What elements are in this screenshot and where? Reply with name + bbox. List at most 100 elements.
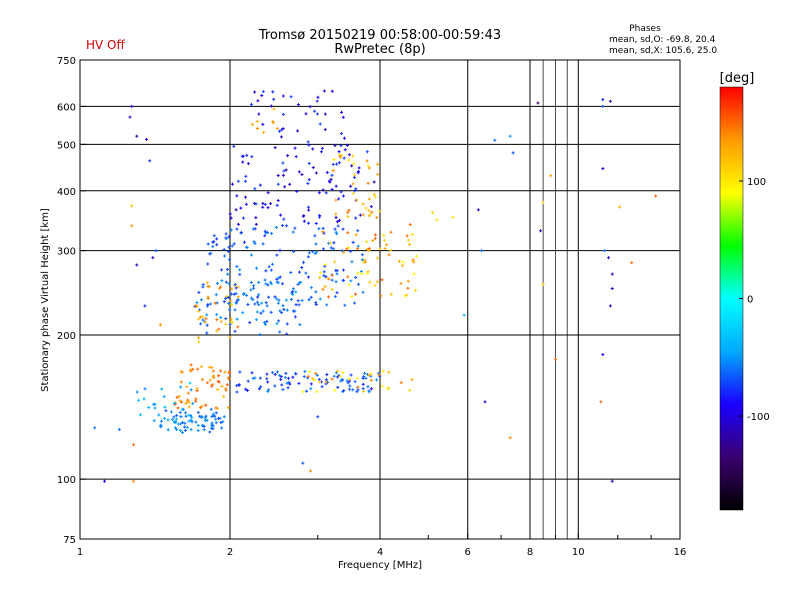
data-point: [260, 301, 264, 305]
data-point: [408, 388, 412, 392]
data-point: [252, 240, 256, 244]
data-point: [325, 303, 329, 307]
data-point: [224, 236, 228, 240]
data-point: [280, 282, 284, 286]
y-axis-label: Stationary phase Virtual Height [km]: [40, 208, 51, 392]
data-point: [278, 374, 282, 378]
data-point: [341, 370, 345, 374]
data-point: [236, 295, 240, 299]
data-point: [206, 242, 210, 246]
data-point: [348, 387, 352, 391]
data-point: [222, 415, 226, 419]
data-point: [410, 378, 414, 382]
data-point: [209, 302, 213, 306]
axis-ticks: 1 2 4 6 8 10 16 75 100 200 300 400 500 600 750: [57, 56, 686, 558]
data-point: [314, 171, 318, 175]
data-point: [378, 374, 382, 378]
data-point: [330, 287, 334, 291]
data-point: [302, 375, 306, 379]
data-point: [302, 214, 306, 218]
data-point: [363, 258, 367, 262]
data-point: [309, 387, 313, 391]
data-point: [253, 376, 257, 380]
data-point: [196, 336, 200, 340]
data-point: [275, 297, 279, 301]
data-point: [367, 246, 371, 250]
data-point: [335, 291, 339, 295]
data-point: [220, 426, 224, 430]
data-point: [230, 287, 234, 291]
data-point: [342, 250, 346, 254]
data-point: [236, 285, 240, 289]
data-point: [301, 260, 305, 264]
data-point: [250, 155, 254, 159]
data-point: [203, 416, 207, 420]
data-point: [297, 303, 301, 307]
data-point: [342, 156, 346, 160]
data-point: [367, 389, 371, 393]
data-point: [157, 413, 161, 417]
data-point: [291, 375, 295, 379]
data-point: [241, 311, 245, 315]
data-point: [541, 201, 545, 205]
data-point: [215, 281, 219, 285]
data-point: [364, 206, 368, 210]
data-point: [199, 298, 203, 302]
data-point: [293, 309, 297, 313]
data-point: [256, 295, 260, 299]
data-point: [289, 297, 293, 301]
data-point: [249, 253, 253, 257]
data-point: [237, 298, 241, 302]
data-point: [347, 208, 351, 212]
data-point: [347, 283, 351, 287]
data-point: [186, 398, 190, 402]
data-point: [281, 304, 285, 308]
data-point: [268, 280, 272, 284]
data-point: [201, 318, 205, 322]
data-point: [327, 241, 331, 245]
data-point: [254, 318, 258, 322]
data-point: [227, 235, 231, 239]
data-point: [269, 202, 273, 206]
data-point: [361, 290, 365, 294]
data-point: [356, 247, 360, 251]
data-point: [217, 380, 221, 384]
data-point: [215, 318, 219, 322]
data-point: [245, 293, 249, 297]
data-point: [236, 179, 240, 183]
data-point: [137, 398, 141, 402]
data-point: [360, 272, 364, 276]
data-point: [322, 274, 326, 278]
data-point: [219, 315, 223, 319]
data-point: [313, 109, 317, 113]
data-point: [229, 228, 233, 232]
data-point: [317, 191, 321, 195]
data-point: [152, 402, 156, 406]
data-point: [291, 249, 295, 253]
data-point: [211, 412, 215, 416]
data-point: [366, 385, 370, 389]
data-point: [249, 281, 253, 285]
data-point: [405, 234, 409, 238]
data-point: [323, 128, 327, 132]
data-point: [273, 372, 277, 376]
data-point: [630, 261, 634, 265]
data-point: [329, 177, 333, 181]
data-point: [227, 371, 231, 375]
data-point: [330, 89, 334, 93]
data-point: [135, 134, 139, 138]
data-point: [230, 303, 234, 307]
data-point: [271, 90, 275, 94]
data-point: [314, 250, 318, 254]
data-point: [363, 371, 367, 375]
data-point: [367, 373, 371, 377]
data-point: [194, 399, 198, 403]
data-point: [275, 127, 279, 131]
data-point: [285, 381, 289, 385]
data-point: [201, 315, 205, 319]
data-point: [269, 310, 273, 314]
stats-heading: Phases: [629, 24, 661, 34]
data-point: [219, 369, 223, 373]
data-point: [202, 428, 206, 432]
data-point: [242, 292, 246, 296]
